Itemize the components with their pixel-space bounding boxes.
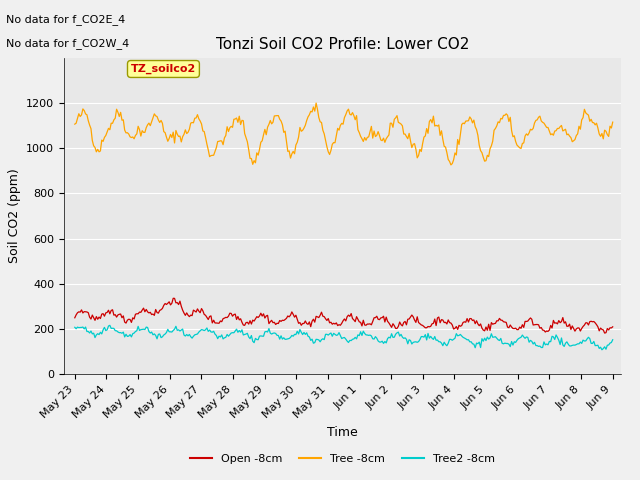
Legend: Open -8cm, Tree -8cm, Tree2 -8cm: Open -8cm, Tree -8cm, Tree2 -8cm: [186, 450, 499, 468]
Tree2 -8cm: [248, 333, 255, 338]
X-axis label: Time: Time: [327, 426, 358, 439]
Open -8cm: [411, 317, 419, 323]
Tree -8cm: [609, 119, 616, 125]
Tree2 -8cm: [598, 347, 606, 353]
Tree2 -8cm: [461, 335, 468, 341]
Tree -8cm: [71, 121, 79, 127]
Tree -8cm: [284, 148, 292, 154]
Line: Tree -8cm: Tree -8cm: [75, 103, 612, 165]
Open -8cm: [71, 315, 79, 321]
Tree2 -8cm: [106, 323, 114, 328]
Tree2 -8cm: [463, 337, 471, 343]
Tree -8cm: [136, 127, 143, 132]
Open -8cm: [461, 319, 468, 324]
Line: Tree2 -8cm: Tree2 -8cm: [75, 325, 612, 350]
Tree -8cm: [447, 162, 455, 168]
Tree2 -8cm: [609, 337, 616, 343]
Tree2 -8cm: [137, 327, 145, 333]
Open -8cm: [609, 324, 616, 330]
Tree2 -8cm: [411, 339, 419, 345]
Open -8cm: [601, 330, 609, 336]
Tree -8cm: [465, 118, 472, 124]
Tree -8cm: [462, 118, 470, 124]
Open -8cm: [136, 309, 143, 315]
Tree2 -8cm: [71, 324, 79, 330]
Tree -8cm: [411, 141, 419, 146]
Open -8cm: [285, 314, 293, 320]
Open -8cm: [170, 295, 177, 301]
Open -8cm: [463, 316, 471, 322]
Tree -8cm: [312, 100, 320, 106]
Open -8cm: [248, 321, 255, 327]
Tree -8cm: [246, 156, 254, 161]
Y-axis label: Soil CO2 (ppm): Soil CO2 (ppm): [8, 168, 20, 264]
Text: TZ_soilco2: TZ_soilco2: [131, 64, 196, 74]
Title: Tonzi Soil CO2 Profile: Lower CO2: Tonzi Soil CO2 Profile: Lower CO2: [216, 37, 469, 52]
Text: No data for f_CO2E_4: No data for f_CO2E_4: [6, 14, 125, 25]
Line: Open -8cm: Open -8cm: [75, 298, 612, 333]
Text: No data for f_CO2W_4: No data for f_CO2W_4: [6, 38, 130, 49]
Tree2 -8cm: [285, 336, 293, 341]
